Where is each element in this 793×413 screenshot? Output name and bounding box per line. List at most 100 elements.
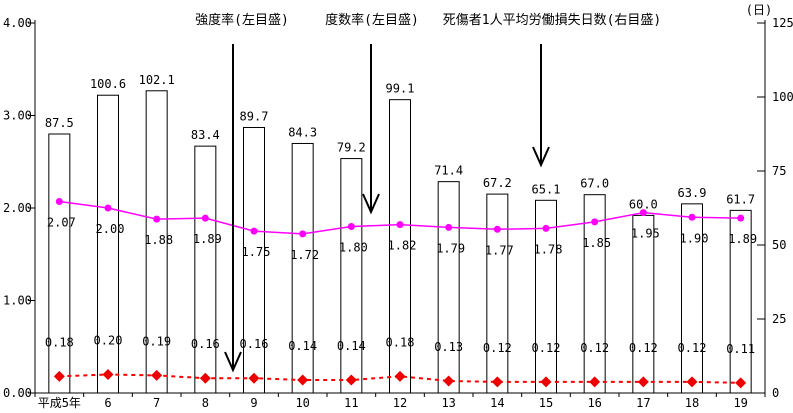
left-axis-tick-label: 2.00 — [3, 201, 32, 215]
bar-avg-lost-workdays — [97, 94, 119, 394]
bar-avg-lost-workdays — [291, 142, 314, 394]
severity-rate-marker — [540, 376, 552, 388]
right-axis-tick-label: 75 — [772, 164, 786, 178]
x-axis-category-label: 15 — [539, 396, 553, 410]
bar-avg-lost-workdays — [194, 145, 217, 394]
frequency-rate-marker — [591, 218, 599, 226]
bar-value-label: 65.1 — [532, 182, 561, 196]
left-axis-tick-label: 0.00 — [3, 386, 32, 400]
annotation-arrowhead — [224, 351, 242, 373]
bar-value-label: 71.4 — [434, 164, 463, 178]
severity-rate-value-label: 0.12 — [532, 341, 561, 355]
left-axis-tick-label: 3.00 — [3, 109, 32, 123]
severity-rate-marker — [394, 370, 406, 382]
frequency-rate-value-label: 1.82 — [388, 239, 417, 253]
bar-value-label: 83.4 — [191, 128, 220, 142]
frequency-rate-marker — [299, 230, 307, 238]
frequency-rate-value-label: 1.89 — [728, 232, 757, 246]
severity-rate-value-label: 0.12 — [678, 341, 707, 355]
frequency-rate-marker — [104, 204, 112, 212]
severity-rate-value-label: 0.13 — [434, 340, 463, 354]
severity-rate-marker — [735, 377, 747, 389]
frequency-rate-marker — [445, 223, 453, 231]
right-axis-tick-label: 100 — [772, 90, 793, 104]
frequency-rate-value-label: 1.72 — [290, 248, 319, 262]
bar-value-label: 60.0 — [629, 197, 658, 211]
x-axis-category-label: 平成5年 — [38, 396, 81, 410]
bar-avg-lost-workdays — [632, 214, 655, 394]
frequency-rate-marker — [250, 227, 258, 235]
severity-rate-marker — [637, 376, 649, 388]
bar-avg-lost-workdays — [340, 158, 363, 394]
right-axis-tick-label: 50 — [772, 238, 786, 252]
bar-value-label: 99.1 — [386, 82, 415, 96]
frequency-rate-value-label: 1.90 — [680, 231, 709, 245]
severity-rate-value-label: 0.18 — [45, 335, 74, 349]
x-axis-category-label: 10 — [295, 396, 309, 410]
right-axis-unit-label: (日) — [746, 3, 772, 17]
bar-avg-lost-workdays — [48, 133, 71, 394]
x-axis-category-label: 17 — [636, 396, 650, 410]
severity-rate-marker — [53, 370, 65, 382]
severity-rate-marker — [297, 374, 309, 386]
frequency-rate-value-label: 2.07 — [47, 216, 76, 230]
severity-rate-value-label: 0.16 — [191, 337, 220, 351]
severity-rate-value-label: 0.11 — [726, 342, 755, 356]
x-axis-category-label: 9 — [250, 396, 257, 410]
severity-rate-marker — [151, 369, 163, 381]
severity-rate-value-label: 0.18 — [386, 335, 415, 349]
severity-rate-marker — [491, 376, 503, 388]
x-axis-category-label: 13 — [441, 396, 455, 410]
bar-avg-lost-workdays — [437, 181, 460, 394]
severity-rate-value-label: 0.14 — [288, 339, 317, 353]
right-axis-tick-label: 0 — [772, 386, 779, 400]
right-axis-tick-label: 125 — [772, 16, 793, 30]
x-axis-category-label: 12 — [393, 396, 407, 410]
frequency-rate-value-label: 1.77 — [485, 243, 514, 257]
severity-rate-marker — [248, 372, 260, 384]
left-axis-tick-label: 4.00 — [3, 16, 32, 30]
severity-rate-value-label: 0.16 — [240, 337, 269, 351]
frequency-rate-marker — [688, 213, 696, 221]
severity-rate-value-label: 0.19 — [142, 334, 171, 348]
left-axis-tick-label: 1.00 — [3, 294, 32, 308]
bar-avg-lost-workdays — [243, 126, 265, 394]
bar-avg-lost-workdays — [535, 199, 557, 394]
frequency-rate-value-label: 1.80 — [339, 241, 368, 255]
bar-avg-lost-workdays — [486, 193, 509, 394]
frequency-rate-value-label: 1.85 — [582, 236, 611, 250]
bar-avg-lost-workdays — [583, 194, 606, 394]
annotation-label: 死傷者1人平均労働損失日数(右目盛) — [443, 13, 661, 28]
frequency-rate-marker — [493, 225, 501, 233]
annotation-arrowhead — [532, 146, 550, 168]
severity-rate-value-label: 0.14 — [337, 339, 366, 353]
bar-avg-lost-workdays — [145, 90, 168, 394]
frequency-rate-value-label: 1.88 — [144, 233, 173, 247]
frequency-rate-marker — [737, 214, 745, 222]
right-axis-tick-label: 25 — [772, 312, 786, 326]
frequency-rate-value-label: 1.78 — [534, 242, 563, 256]
x-axis-category-label: 16 — [587, 396, 601, 410]
bar-value-label: 63.9 — [678, 186, 707, 200]
severity-rate-marker — [589, 376, 601, 388]
x-axis-category-label: 19 — [733, 396, 747, 410]
frequency-rate-marker — [153, 215, 161, 223]
annotation-label: 強度率(左目盛) — [195, 12, 289, 28]
x-axis-category-label: 14 — [490, 396, 504, 410]
bar-value-label: 89.7 — [240, 109, 269, 123]
severity-rate-value-label: 0.12 — [483, 341, 512, 355]
x-axis-category-label: 11 — [344, 396, 358, 410]
frequency-rate-marker — [396, 221, 404, 229]
bar-value-label: 84.3 — [288, 125, 317, 139]
severity-rate-line — [59, 373, 741, 384]
severity-rate-marker — [443, 375, 455, 387]
annotation-label: 度数率(左目盛) — [325, 12, 419, 28]
annotation-arrowhead — [362, 193, 380, 215]
severity-rate-marker — [686, 376, 698, 388]
frequency-rate-value-label: 1.89 — [193, 232, 222, 246]
frequency-rate-marker — [201, 214, 209, 222]
severity-rate-marker — [345, 374, 357, 386]
bar-value-label: 67.2 — [483, 176, 512, 190]
severity-rate-marker — [102, 369, 114, 380]
